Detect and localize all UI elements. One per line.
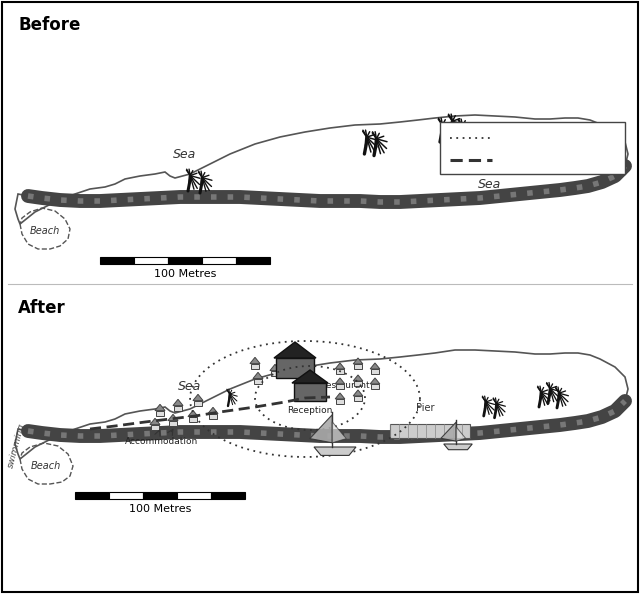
Bar — [134, 257, 168, 264]
Bar — [209, 413, 217, 419]
Bar — [271, 371, 279, 376]
Bar — [211, 492, 245, 499]
Polygon shape — [15, 115, 628, 224]
Text: Sea: Sea — [478, 178, 502, 191]
Text: Accommodation: Accommodation — [125, 437, 198, 446]
Bar — [336, 369, 344, 374]
Polygon shape — [208, 407, 218, 413]
Bar — [336, 384, 344, 389]
Polygon shape — [193, 394, 203, 400]
Polygon shape — [274, 342, 316, 358]
Polygon shape — [250, 358, 260, 364]
Bar — [168, 257, 202, 264]
Text: Beach: Beach — [31, 461, 61, 471]
Polygon shape — [292, 370, 328, 383]
Bar — [177, 492, 211, 499]
Bar — [371, 384, 379, 389]
Polygon shape — [370, 378, 380, 384]
Polygon shape — [456, 427, 466, 441]
Polygon shape — [253, 372, 263, 378]
Bar — [354, 364, 362, 369]
Text: Sea: Sea — [173, 147, 196, 160]
Polygon shape — [444, 444, 472, 450]
Text: Before: Before — [18, 16, 81, 34]
Polygon shape — [353, 358, 363, 364]
Polygon shape — [270, 364, 280, 371]
Bar — [194, 400, 202, 406]
Polygon shape — [441, 422, 456, 441]
Polygon shape — [168, 414, 178, 421]
Polygon shape — [188, 410, 198, 416]
Bar — [354, 381, 362, 386]
Bar — [202, 257, 236, 264]
Bar — [354, 396, 362, 401]
Bar — [151, 425, 159, 430]
Bar — [100, 257, 134, 264]
Bar — [156, 410, 164, 416]
Polygon shape — [353, 390, 363, 396]
Bar — [174, 406, 182, 411]
Polygon shape — [15, 350, 628, 459]
Bar — [294, 383, 326, 401]
Text: Restaurant: Restaurant — [320, 381, 370, 390]
Polygon shape — [150, 418, 160, 425]
Polygon shape — [332, 422, 346, 443]
Polygon shape — [173, 399, 183, 406]
Bar — [390, 424, 470, 438]
Polygon shape — [370, 363, 380, 369]
Text: Footpath: Footpath — [498, 131, 557, 144]
FancyBboxPatch shape — [440, 122, 625, 174]
Bar — [254, 378, 262, 384]
Bar — [143, 492, 177, 499]
Polygon shape — [335, 393, 345, 399]
Polygon shape — [155, 405, 165, 410]
Polygon shape — [335, 363, 345, 369]
Text: Pier: Pier — [416, 403, 435, 413]
Bar — [251, 364, 259, 369]
Text: Sea: Sea — [179, 380, 202, 393]
Text: 100 Metres: 100 Metres — [154, 269, 216, 279]
Bar — [276, 358, 314, 378]
Text: Vehicle track: Vehicle track — [498, 153, 584, 166]
Text: swimming: swimming — [6, 422, 28, 469]
Bar — [236, 257, 270, 264]
Bar — [169, 421, 177, 426]
Polygon shape — [314, 447, 356, 456]
Bar — [109, 492, 143, 499]
Bar — [75, 492, 109, 499]
Polygon shape — [310, 415, 332, 443]
Text: After: After — [18, 299, 66, 317]
Polygon shape — [335, 378, 345, 384]
Text: Beach: Beach — [30, 226, 60, 236]
Bar — [371, 369, 379, 374]
Text: 100 Metres: 100 Metres — [129, 504, 191, 514]
Polygon shape — [353, 375, 363, 381]
Bar — [189, 416, 197, 422]
Bar — [336, 399, 344, 404]
Text: Reception: Reception — [287, 406, 333, 415]
